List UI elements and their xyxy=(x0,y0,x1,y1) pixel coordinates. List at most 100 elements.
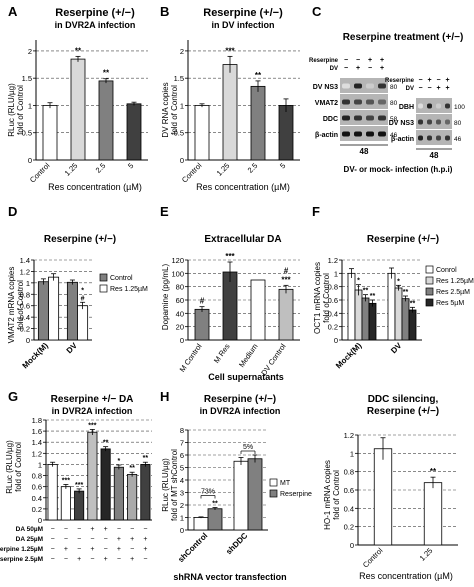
blot-band xyxy=(445,119,450,125)
blot-row-label: DV NS3 xyxy=(389,120,414,127)
legend-swatch xyxy=(425,265,434,274)
blot-sign: + xyxy=(427,77,431,84)
blot-sign: + xyxy=(380,65,384,72)
y-axis-label: HO-1 mRNA copies xyxy=(323,460,332,530)
blot-marker: 46 xyxy=(390,132,398,139)
legend-label: Reserpine xyxy=(280,491,312,498)
row-label: DA 50µM xyxy=(16,526,43,533)
bar xyxy=(250,85,266,161)
y-tick-label: 1.8 xyxy=(32,416,42,425)
x-tick-label: Mock(M) xyxy=(334,341,364,371)
sign-cell: − xyxy=(51,556,55,563)
plot-area: 0 0.2 0.4 0.6 0.8 1 1.2 Control ** 1.25 xyxy=(344,431,458,570)
blot-band xyxy=(378,83,386,89)
y-tick-label: 60 xyxy=(176,296,184,305)
sign-cell: + xyxy=(117,546,121,553)
y-tick-label: 1 xyxy=(334,269,338,278)
blot-marker: 46 xyxy=(454,136,462,143)
significance-label: *** xyxy=(225,46,235,55)
blot-band xyxy=(354,83,362,89)
bar xyxy=(193,517,209,531)
y-axis-label: Dopamine (pg/mL) xyxy=(161,264,170,331)
y-axis-label-2: fold of Control xyxy=(322,273,331,323)
y-tick-label: 120 xyxy=(171,256,184,265)
legend-label: Res 1.25µM xyxy=(110,286,148,293)
significance-label: ** xyxy=(430,467,437,476)
significance-label: # xyxy=(200,297,205,306)
blot-band xyxy=(427,103,432,109)
row-label: Reserpine 1.25µM xyxy=(0,546,43,553)
bar xyxy=(47,464,58,521)
y-tick-label: 2 xyxy=(180,47,184,56)
blot-band xyxy=(418,119,423,125)
blot-sign: + xyxy=(445,77,449,84)
bar xyxy=(278,288,294,341)
panel-f: F Reserpine (+/−) 0 0.2 0.4 0.6 0.8 1 1.2 * ** **… xyxy=(308,200,474,385)
y-axis-label: RLuc (RLU/µg) xyxy=(5,440,14,494)
y-tick-label: 100 xyxy=(171,269,184,278)
y-tick-label: 0.4 xyxy=(344,504,354,513)
chart-title: Extracellular DA xyxy=(204,234,281,245)
blot-band xyxy=(427,135,432,141)
y-tick-label: 0.6 xyxy=(328,296,338,305)
blot-band xyxy=(366,83,374,89)
sign-cell: − xyxy=(104,546,108,553)
y-tick-label: 1 xyxy=(180,514,184,523)
sign-cell: + xyxy=(104,556,108,563)
sign-cell: − xyxy=(143,556,147,563)
y-tick-label: 1 xyxy=(28,101,32,110)
y-tick-label: 1.2 xyxy=(20,267,30,276)
y-tick-label: 1.4 xyxy=(32,438,42,447)
chart-title: DDC silencing, xyxy=(368,394,439,405)
blot-marker: 100 xyxy=(454,104,465,111)
blot-marker: 58 xyxy=(390,116,398,123)
sign-cell: − xyxy=(77,546,81,553)
sign-cell: + xyxy=(90,526,94,533)
significance-label: ** xyxy=(75,46,82,55)
legend-swatch xyxy=(269,478,278,487)
x-tick-label: 2.5 xyxy=(246,161,260,175)
legend-swatch xyxy=(99,284,108,293)
y-tick-label: 0 xyxy=(180,336,184,345)
y-tick-label: 2 xyxy=(28,47,32,56)
y-tick-label: 0.5 xyxy=(174,129,184,138)
x-tick-label: 1.25 xyxy=(63,161,80,178)
blot-row-label: β-actin xyxy=(315,132,338,139)
chart-subtitle: in DVR2A infection xyxy=(55,20,136,30)
x-axis-label: Res concentration (µM) xyxy=(48,182,142,192)
blot-sign: − xyxy=(418,77,422,84)
blot-sign: − xyxy=(436,77,440,84)
blot-band xyxy=(436,103,441,109)
panel-letter: H xyxy=(160,389,169,404)
y-tick-label: 0 xyxy=(350,541,354,550)
sign-cell: + xyxy=(77,556,81,563)
y-tick-label: 3 xyxy=(180,489,184,498)
sign-cell: − xyxy=(104,536,108,543)
sign-cell: + xyxy=(143,546,147,553)
blot-lane-bg xyxy=(416,130,452,145)
sign-cell: + xyxy=(64,546,68,553)
bar xyxy=(194,308,210,341)
plot-area: 0 20 40 60 80 100 120 # M Control *** M Res Medium #… xyxy=(171,252,300,377)
sign-cell: − xyxy=(77,536,81,543)
bar xyxy=(77,305,89,341)
y-tick-label: 0.8 xyxy=(344,468,354,477)
y-tick-label: 1 xyxy=(38,460,42,469)
sign-cell: − xyxy=(117,556,121,563)
blot-time-label: 48 xyxy=(360,147,369,156)
legend-swatch xyxy=(425,276,434,285)
bar xyxy=(207,508,223,531)
row-label: DA 25µM xyxy=(16,536,43,543)
sign-cell: − xyxy=(130,546,134,553)
x-axis-label: shRNA vector transfection xyxy=(173,572,286,582)
legend-swatch xyxy=(425,298,434,307)
bar xyxy=(194,105,210,161)
y-tick-label: 0 xyxy=(334,336,338,345)
blot-band xyxy=(366,115,374,121)
x-tick-label: 1.25 xyxy=(418,546,435,563)
y-tick-label: 0.4 xyxy=(20,313,30,322)
panel-e-svg: E Extracellular DA 0 20 40 60 80 100 120 # M Con… xyxy=(160,204,300,382)
